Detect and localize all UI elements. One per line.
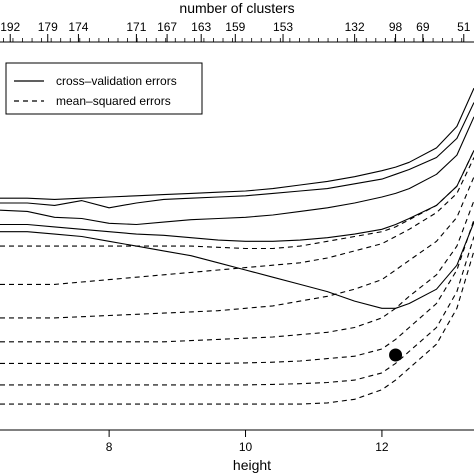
x-axis-tick-label: 12: [375, 440, 389, 454]
cv-error-line: [0, 87, 474, 200]
top-axis-tick-label: 98: [389, 20, 403, 34]
top-axis-tick-label: 51: [457, 20, 471, 34]
top-axis-tick-label: 167: [157, 20, 177, 34]
mse-line: [0, 236, 474, 386]
cv-error-line: [0, 150, 474, 242]
top-axis-tick-label: 132: [345, 20, 365, 34]
mse-line: [0, 219, 474, 364]
plot-lines: [0, 87, 474, 405]
x-axis-tick-label: 8: [106, 440, 113, 454]
legend: cross–validation errors mean–squared err…: [5, 62, 203, 115]
top-axis-title: number of clusters: [179, 0, 294, 16]
cv-error-line: [0, 221, 474, 309]
top-axis-tick-label: 69: [416, 20, 430, 34]
x-axis-tick-label: 10: [239, 440, 253, 454]
top-axis-tick-label: 192: [0, 20, 20, 34]
top-axis-tick-label: 174: [68, 20, 88, 34]
bottom-axis: 8 10 12: [0, 429, 474, 454]
legend-box: [5, 62, 203, 115]
x-axis-title: height: [233, 457, 271, 473]
legend-label-mse: mean–squared errors: [56, 94, 171, 108]
top-axis-tick-label: 179: [38, 20, 58, 34]
cv-error-line: [0, 102, 474, 209]
legend-label-cv: cross–validation errors: [56, 74, 177, 88]
top-axis-tick-label: 159: [225, 20, 245, 34]
top-axis-tick-label: 163: [191, 20, 211, 34]
optimum-marker: [389, 348, 403, 362]
top-axis-tick-label: 171: [126, 20, 146, 34]
top-axis: 192 179 174 171 167 163 159 153 132 98 69 51: [0, 20, 474, 43]
cv-error-line: [0, 116, 474, 226]
top-axis-tick-label: 153: [273, 20, 293, 34]
mse-line: [0, 200, 474, 343]
mse-line: [0, 176, 474, 319]
mse-line: [0, 250, 474, 405]
